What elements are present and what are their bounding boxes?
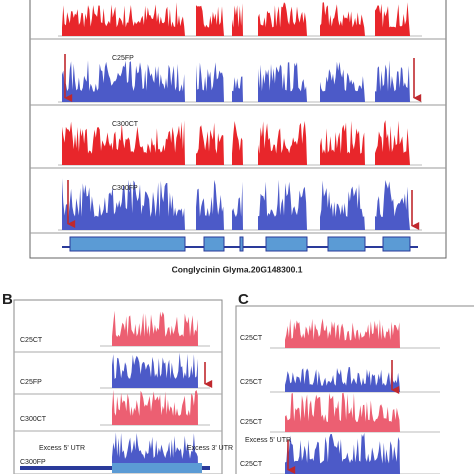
track-label: C25CT (240, 461, 263, 468)
track-label: C300CT (112, 121, 139, 128)
coverage (62, 60, 410, 102)
panel-label: B (2, 291, 13, 308)
exon (112, 463, 202, 473)
coverage (62, 2, 410, 36)
exon (265, 236, 308, 252)
annotation: Excess 3' UTR (187, 445, 233, 452)
track-label: C300FP (20, 459, 46, 466)
track-label: C300CT (20, 416, 47, 423)
track-label: C25CT (240, 335, 263, 342)
coverage (112, 352, 198, 388)
panel-a: C25FP C300CT C300FP (30, 2, 446, 252)
exon (382, 236, 411, 252)
track-label: C300FP (112, 185, 138, 192)
panel-a-frame (29, 0, 447, 259)
coverage (62, 120, 410, 165)
panel-c: C25CT C25CT C25CT C25CT Excess 5' UTR (240, 318, 440, 474)
coverage (62, 178, 410, 230)
coverage (112, 432, 198, 468)
panel-c-frame (235, 305, 474, 474)
exon (327, 236, 366, 252)
coverage (285, 318, 400, 348)
exon (69, 236, 186, 252)
track-label: C25FP (20, 379, 42, 386)
caption: Conglycinin Glyma.20G148300.1 (172, 264, 303, 274)
annotation: Excess 5' UTR (39, 445, 85, 452)
panel-label: C (238, 291, 249, 308)
track-label: C25CT (240, 379, 263, 386)
exon (203, 236, 225, 252)
panel-b: C25CT C25FP C300CT C300FP Excess 5' UTR Exces… (14, 310, 233, 474)
coverage (285, 392, 400, 432)
track-label: C25FP (112, 55, 134, 62)
coverage (112, 310, 198, 346)
coverage (285, 367, 400, 392)
coverage (112, 389, 198, 425)
exon (239, 236, 244, 252)
panel-b-frame (13, 299, 223, 474)
track-label: C25CT (20, 337, 43, 344)
track-label: C25CT (240, 419, 263, 426)
annotation: Excess 5' UTR (245, 437, 291, 444)
coverage (285, 432, 400, 474)
